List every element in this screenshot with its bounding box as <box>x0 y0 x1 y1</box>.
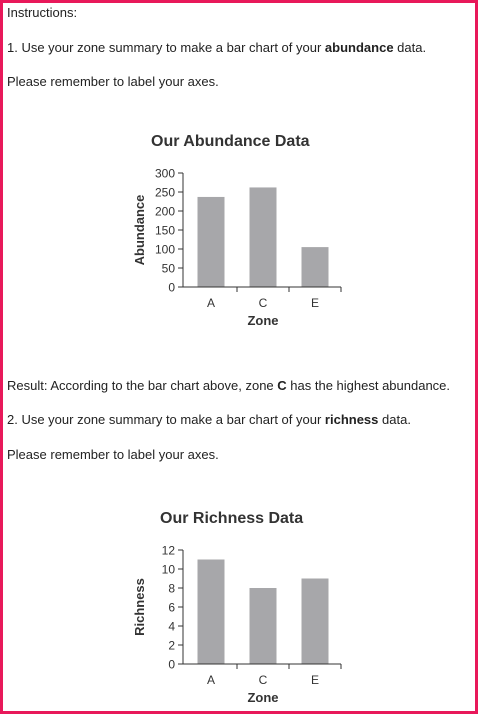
x-tick-label: A <box>207 673 215 687</box>
step-2-keyword: richness <box>324 412 379 427</box>
y-tick-label: 100 <box>155 243 175 257</box>
y-tick-label: 6 <box>168 601 175 615</box>
y-axis-title: Richness <box>132 578 147 636</box>
x-tick-label: E <box>311 296 319 310</box>
step-1-suffix: data. <box>393 40 427 55</box>
x-tick-label: C <box>259 673 268 687</box>
x-tick-label: A <box>207 296 215 310</box>
bar-a <box>197 559 225 664</box>
step-2-prefix: 2. Use your zone summary to make a bar c… <box>7 412 325 427</box>
abundance-bar-chart: 0 50 100 150 200 250 300 A C E Zone Abundance <box>132 167 342 328</box>
bar-e <box>301 247 329 287</box>
y-tick-label: 0 <box>168 658 175 672</box>
bar-e <box>301 578 329 664</box>
instruction-step-1: 1. Use your zone summary to make a bar c… <box>7 40 426 55</box>
abundance-chart-title: Our Abundance Data <box>151 133 310 150</box>
step-1-keyword: abundance <box>324 40 394 55</box>
step-1-prefix: 1. Use your zone summary to make a bar c… <box>7 40 325 55</box>
x-tick-label: E <box>311 673 319 687</box>
x-axis-title: Zone <box>247 313 278 328</box>
result-suffix: has the highest abundance. <box>286 378 451 393</box>
instruction-step-2: 2. Use your zone summary to make a bar c… <box>7 412 411 427</box>
y-axis-title: Abundance <box>132 195 147 266</box>
y-tick-label: 150 <box>155 224 175 238</box>
y-tick-label: 250 <box>155 186 175 200</box>
y-tick-label: 0 <box>168 281 175 295</box>
step-2-suffix: data. <box>378 412 411 427</box>
y-tick-label: 2 <box>168 639 175 653</box>
y-tick-label: 12 <box>162 544 176 558</box>
y-tick-label: 10 <box>162 563 176 577</box>
bar-a <box>197 196 225 287</box>
result-prefix: Result: According to the bar chart above… <box>7 378 278 393</box>
y-tick-label: 8 <box>168 582 175 596</box>
richness-bar-chart: 0 2 4 6 8 10 12 A C E Zone Richness <box>132 544 342 705</box>
result-statement: Result: According to the bar chart above… <box>7 378 450 393</box>
reminder-2: Please remember to label your axes. <box>7 447 219 462</box>
result-zone: C <box>277 378 287 393</box>
x-tick-label: C <box>259 296 268 310</box>
bar-c <box>249 588 277 664</box>
y-tick-label: 200 <box>155 205 175 219</box>
instructions-header: Instructions: <box>7 5 78 20</box>
reminder-1: Please remember to label your axes. <box>7 74 219 89</box>
y-tick-label: 4 <box>168 620 175 634</box>
bar-c <box>249 187 277 287</box>
y-tick-label: 50 <box>162 262 176 276</box>
y-tick-label: 300 <box>155 167 175 181</box>
x-axis-title: Zone <box>247 690 278 705</box>
richness-chart-title: Our Richness Data <box>160 510 304 527</box>
